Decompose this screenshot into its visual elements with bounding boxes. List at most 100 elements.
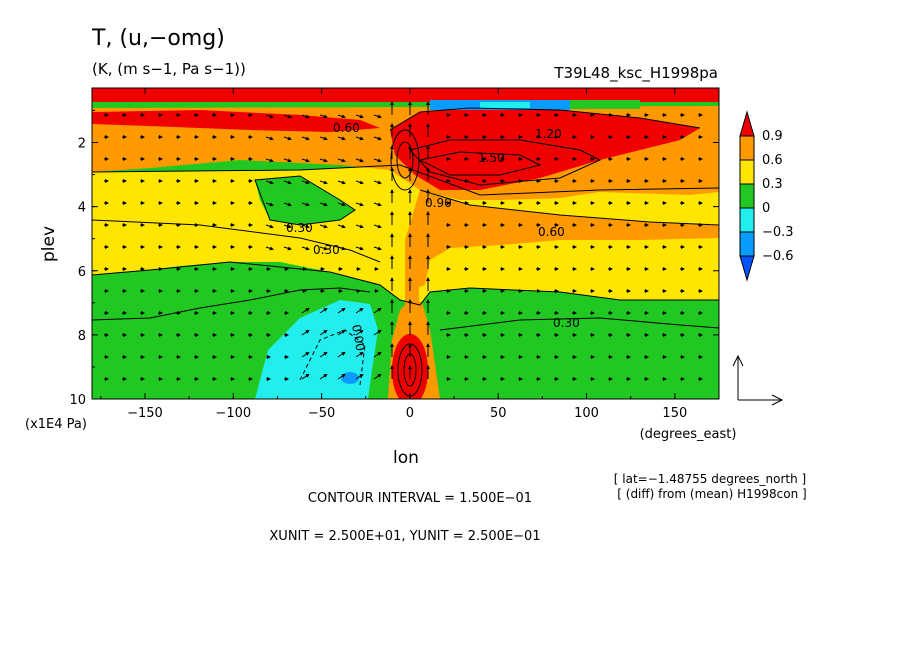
green-blob-region xyxy=(255,176,355,225)
x-tick-label: 150 xyxy=(662,406,687,421)
wind-vector xyxy=(319,351,328,358)
colorbar-segment xyxy=(739,207,755,233)
wind-vector xyxy=(319,180,328,185)
wind-vector xyxy=(373,114,382,119)
wind-vector xyxy=(301,202,310,207)
x-tick-label: 0 xyxy=(406,406,414,421)
colorbar-segment xyxy=(739,231,755,257)
top-band-cyan xyxy=(480,102,530,108)
wind-vector xyxy=(301,180,310,185)
wind-vector xyxy=(319,202,328,207)
wind-vector xyxy=(355,307,364,314)
wind-vector xyxy=(265,246,274,251)
red-west-region xyxy=(92,110,380,132)
wind-vector xyxy=(265,114,274,119)
x-axis: −150 −100 −50 0 50 100 150 xyxy=(100,88,720,421)
wind-vector xyxy=(337,246,346,251)
contour-label-group: 0.60 1.50 1.20 0.90 0.60 0.30 0.30 0.30 … xyxy=(286,121,580,352)
wind-vector xyxy=(337,373,346,380)
y-axis-label: plev xyxy=(39,226,59,262)
wind-vector xyxy=(283,158,292,163)
contour-label-9: 0.00 xyxy=(349,323,367,352)
y-tick-label: 8 xyxy=(78,329,86,344)
wind-vector xyxy=(301,136,310,141)
wind-vector xyxy=(355,246,364,251)
x-axis-label: lon xyxy=(393,448,419,468)
y-tick-label: 10 xyxy=(69,393,86,408)
wind-vector xyxy=(373,136,382,141)
colorbar-label: −0.3 xyxy=(762,225,794,240)
wind-vector xyxy=(355,180,364,185)
wind-vector xyxy=(355,329,364,336)
x-tick-label: −100 xyxy=(215,406,251,421)
wind-vector xyxy=(355,114,364,119)
wind-vector xyxy=(373,351,382,358)
wind-vector xyxy=(265,136,274,141)
wind-vectors xyxy=(104,101,703,381)
contour-lines xyxy=(92,107,719,397)
colorbar-label: −0.6 xyxy=(762,249,794,264)
contour-label-3: 1.20 xyxy=(535,127,562,141)
wind-vector xyxy=(283,136,292,141)
wind-vector xyxy=(319,158,328,163)
wind-vector xyxy=(337,158,346,163)
wind-vector xyxy=(319,329,328,336)
reference-vector xyxy=(732,354,784,406)
wind-vector xyxy=(283,202,292,207)
x-tick-label: −50 xyxy=(308,406,335,421)
colorbar-label: 0 xyxy=(762,201,770,216)
wind-vector xyxy=(373,329,382,336)
wind-vector xyxy=(373,180,382,185)
wind-vector xyxy=(373,373,382,380)
orange-mid-region xyxy=(405,190,719,290)
contour-label-2: 1.50 xyxy=(478,151,505,165)
colorbar-segment xyxy=(739,183,755,209)
wind-vector xyxy=(301,329,310,336)
unit-vector-note: XUNIT = 2.500E+01, YUNIT = 2.500E−01 xyxy=(269,529,540,544)
red-upper-region xyxy=(390,108,700,190)
colorbar-label: 0.9 xyxy=(762,129,783,144)
colorbar-segment xyxy=(739,135,755,161)
wind-vector xyxy=(355,224,364,229)
colorbar-max-triangle xyxy=(739,110,755,137)
wind-vector xyxy=(301,373,310,380)
wind-vector xyxy=(283,224,292,229)
colorbar-label: 0.6 xyxy=(762,153,783,168)
contour-label-6: 0.30 xyxy=(286,221,313,235)
wind-vector xyxy=(373,158,382,163)
orange-equator-stem xyxy=(405,240,419,306)
wind-vector xyxy=(265,202,274,207)
wind-vector xyxy=(355,136,364,141)
wind-vector xyxy=(319,307,328,314)
y-tick-label: 4 xyxy=(78,201,86,216)
wind-vector xyxy=(265,180,274,185)
wind-vector xyxy=(301,351,310,358)
wind-vector xyxy=(337,114,346,119)
wind-vector xyxy=(301,307,310,314)
contour-label-4: 0.90 xyxy=(425,196,452,210)
y-tick-label: 2 xyxy=(78,137,86,152)
wind-vector xyxy=(283,114,292,119)
wind-vector xyxy=(337,224,346,229)
wind-vector xyxy=(373,202,382,207)
contour-label-1: 0.60 xyxy=(333,121,360,135)
wind-vector xyxy=(337,180,346,185)
wind-vector xyxy=(283,180,292,185)
wind-vector xyxy=(373,224,382,229)
green-right-region xyxy=(430,292,719,399)
wind-vector xyxy=(301,246,310,251)
wind-vector xyxy=(337,136,346,141)
top-band-red xyxy=(92,88,719,102)
colorbar-min-triangle xyxy=(739,255,755,282)
wind-vector xyxy=(319,246,328,251)
wind-vector xyxy=(265,224,274,229)
wind-vector xyxy=(319,373,328,380)
wind-vector xyxy=(319,224,328,229)
colorbar-segment xyxy=(739,159,755,185)
wind-vector xyxy=(301,224,310,229)
contour-label-8: 0.30 xyxy=(553,316,580,330)
top-band-green xyxy=(570,100,640,109)
y-axis-units: (x1E4 Pa) xyxy=(25,417,87,432)
contour-label-5: 0.60 xyxy=(538,225,565,239)
